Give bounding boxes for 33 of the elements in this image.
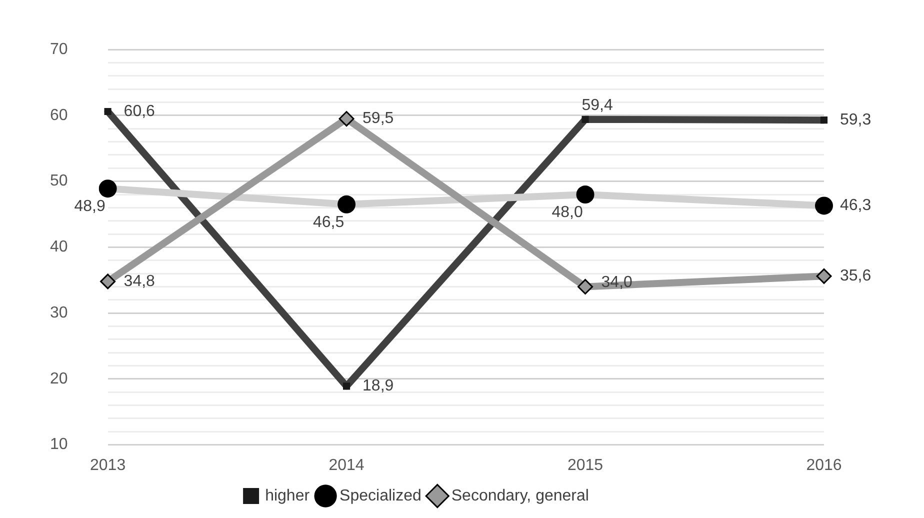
y-tick-label: 70 — [50, 41, 68, 58]
point — [582, 116, 589, 123]
point — [100, 274, 116, 290]
y-tick-label: 60 — [50, 106, 68, 124]
point — [338, 111, 354, 127]
y-tick-label: 40 — [50, 238, 68, 256]
legend-label: Secondary, general — [451, 487, 589, 504]
data-label: 59,3 — [840, 111, 872, 128]
y-tick-label: 50 — [50, 172, 68, 190]
data-label: 48,0 — [552, 204, 583, 221]
point — [816, 268, 832, 284]
x-tick-label: 2013 — [90, 456, 126, 474]
point — [342, 382, 350, 390]
data-label: 46,5 — [312, 214, 344, 231]
data-label: 59,5 — [362, 110, 394, 128]
x-tick-label: 2016 — [806, 456, 842, 474]
legend-label: Specialized — [340, 487, 422, 504]
legend-label: higher — [265, 487, 310, 504]
data-label: 59,4 — [582, 96, 613, 114]
x-tick-label: 2015 — [567, 456, 604, 474]
y-tick-label: 20 — [50, 370, 68, 388]
point — [820, 116, 828, 124]
y-tick-label: 30 — [50, 304, 68, 322]
data-label: 46,3 — [840, 197, 872, 214]
data-label: 35,6 — [840, 268, 872, 285]
x-tick-label: 2014 — [328, 456, 364, 474]
data-label: 60,6 — [124, 102, 156, 120]
data-label: 48,9 — [74, 198, 106, 215]
point — [104, 108, 112, 116]
data-label: 34,8 — [124, 272, 156, 290]
data-label: 18,9 — [362, 378, 394, 395]
y-tick-label: 10 — [50, 436, 68, 454]
point — [578, 278, 594, 294]
